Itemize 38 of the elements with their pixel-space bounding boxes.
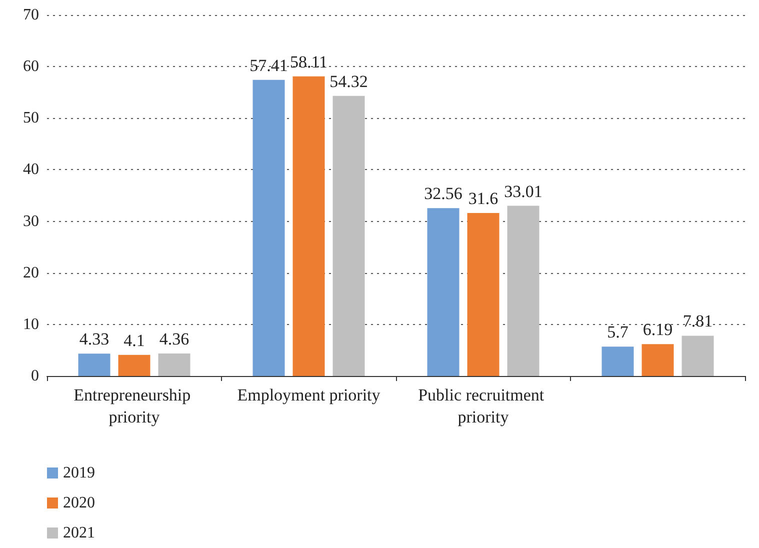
bar — [78, 354, 110, 376]
data-label: 4.33 — [79, 330, 110, 349]
data-label: 54.32 — [330, 72, 368, 91]
x-tick-label: Entrepreneurship priority — [74, 386, 195, 426]
bar — [427, 208, 460, 376]
x-tick-label: Employment priority — [237, 386, 381, 404]
bar — [507, 206, 540, 376]
bar — [158, 354, 190, 376]
data-label: 57.41 — [250, 56, 288, 75]
bar — [252, 80, 285, 376]
legend-label: 2021 — [63, 524, 95, 542]
y-tick-label: 70 — [23, 6, 39, 24]
data-label: 5.7 — [607, 322, 629, 342]
y-tick-label: 30 — [23, 212, 39, 230]
legend-label: 2020 — [63, 494, 95, 512]
y-tick-label: 0 — [31, 368, 39, 384]
y-tick-label: 40 — [23, 161, 39, 178]
bar — [292, 76, 325, 376]
bar — [642, 344, 674, 376]
x-tick-label: Public recruitment priority — [418, 386, 548, 426]
data-label: 58.11 — [290, 52, 328, 72]
y-tick-label: 20 — [23, 264, 39, 282]
data-label: 6.19 — [642, 320, 673, 340]
bar — [332, 96, 365, 376]
bar — [602, 346, 634, 376]
y-tick-label: 50 — [23, 110, 39, 127]
y-tick-label: 10 — [23, 316, 39, 333]
bar — [467, 213, 500, 376]
data-label: 31.6 — [468, 189, 498, 208]
data-label: 7.81 — [682, 312, 713, 331]
data-label: 4.36 — [159, 330, 190, 349]
legend-label: 2019 — [63, 464, 95, 482]
bar — [118, 354, 150, 376]
y-tick-label: 60 — [23, 58, 39, 76]
data-label: 32.56 — [424, 184, 462, 204]
data-label: 33.01 — [504, 182, 542, 201]
bar — [682, 336, 714, 376]
data-label: 4.1 — [124, 330, 145, 350]
